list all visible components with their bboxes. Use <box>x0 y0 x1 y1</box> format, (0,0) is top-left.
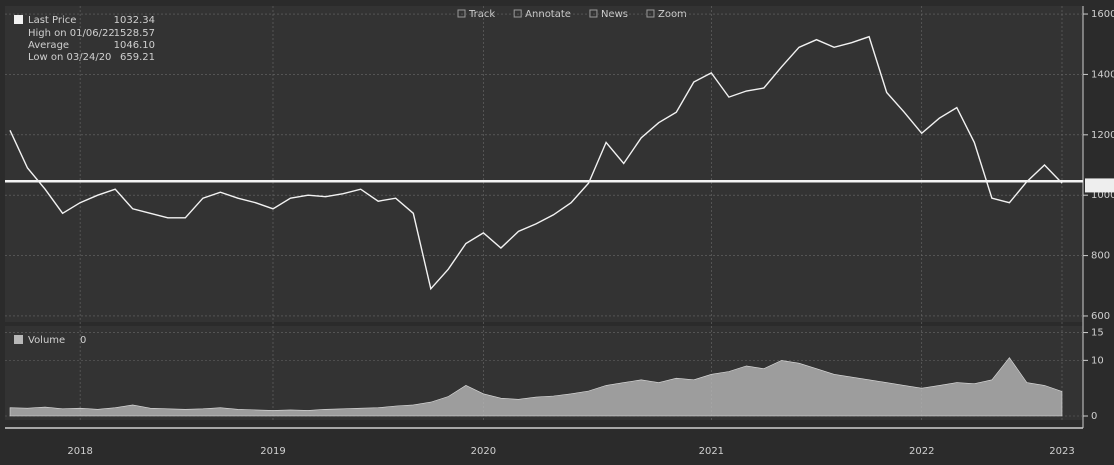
legend-value: 0 <box>80 335 86 346</box>
legend-value: 659.21 <box>120 52 155 63</box>
x-tick-label: 2019 <box>260 446 285 457</box>
toolbar-button[interactable]: Annotate <box>525 9 571 20</box>
legend-label: Low on 03/24/20 <box>28 52 111 63</box>
legend-value: 1528.57 <box>114 28 155 39</box>
legend: Last Price 1032.34 High on 01/06/221528.57… <box>14 15 155 346</box>
y-tick-label: 1400 <box>1091 69 1114 80</box>
y-tick-label: 1600 <box>1091 9 1114 20</box>
y-tick-label: 1200 <box>1091 130 1114 141</box>
legend-value: 1046.10 <box>114 40 155 51</box>
legend-label: Volume <box>28 335 65 346</box>
price-line <box>9 35 1063 291</box>
legend-label: High on 01/06/22 <box>28 28 115 39</box>
toolbar-button[interactable]: Track <box>468 9 495 20</box>
y-tick-label: 10 <box>1091 355 1104 366</box>
legend-swatch <box>14 335 23 344</box>
x-tick-label: 2022 <box>909 446 934 457</box>
toolbar-button[interactable]: Zoom <box>658 9 687 20</box>
x-tick-label: 2023 <box>1049 446 1074 457</box>
toolbar-icon[interactable] <box>646 9 655 18</box>
legend-label: Last Price <box>28 15 76 26</box>
toolbar-button[interactable]: News <box>601 9 628 20</box>
y-tick-label: 0 <box>1091 411 1097 422</box>
legend-swatch <box>14 15 23 24</box>
y-tick-label: 800 <box>1091 251 1110 262</box>
x-tick-label: 2021 <box>699 446 724 457</box>
x-tick-label: 2018 <box>67 446 92 457</box>
y-tick-label: 1000 <box>1091 190 1114 201</box>
legend-value: 1032.34 <box>114 15 155 26</box>
toolbar: Track Annotate News Zoom <box>457 9 687 20</box>
last-price-tag <box>1085 178 1114 193</box>
price-panel <box>5 6 1083 322</box>
volume-area <box>9 357 1063 417</box>
legend-label: Average <box>28 40 69 51</box>
toolbar-icon[interactable] <box>457 9 466 18</box>
toolbar-icon[interactable] <box>513 9 522 18</box>
x-tick-label: 2020 <box>471 446 496 457</box>
y-tick-label: 600 <box>1091 311 1110 322</box>
toolbar-icon[interactable] <box>589 9 598 18</box>
y-tick-label: 15 <box>1091 328 1104 339</box>
